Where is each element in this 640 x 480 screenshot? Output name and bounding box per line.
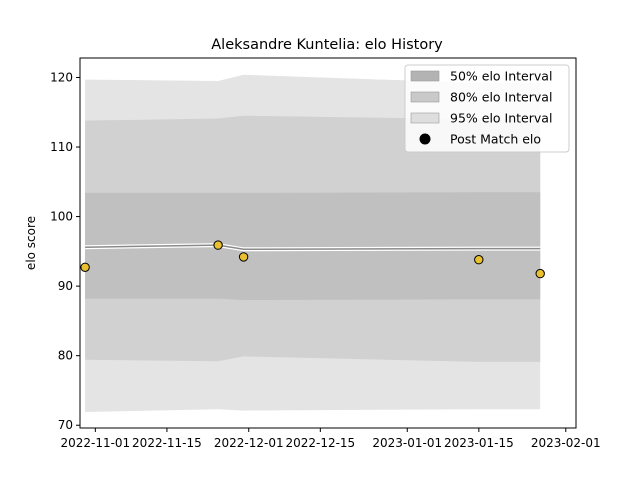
x-tick-label: 2022-12-01 [214,436,284,450]
legend: 50% elo Interval 80% elo Interval 95% elo … [404,64,570,153]
post-match-point [213,240,223,250]
y-axis: 70 80 90 100 110 120 [50,70,80,432]
y-tick-label: 70 [58,418,73,432]
x-tick-label: 2022-12-15 [285,436,355,450]
legend-label-3: Post Match elo [450,132,541,147]
y-axis-label: elo score [24,216,38,270]
x-tick-label: 2023-02-01 [531,436,601,450]
x-axis: 2022-11-01 2022-11-15 2022-12-01 2022-12-15… [60,428,601,450]
legend-swatch-1 [410,91,440,103]
x-tick-label: 2022-11-15 [132,436,202,450]
x-tick-label: 2023-01-15 [444,436,514,450]
mean-line [85,244,541,251]
legend-swatch-0 [410,70,440,82]
plot-area [80,74,545,412]
legend-swatch-2 [410,112,440,124]
chart-title: Aleksandre Kuntelia: elo History [211,37,443,53]
axes-frame [79,57,577,429]
x-tick-label: 2023-01-01 [372,436,442,450]
legend-label-1: 80% elo Interval [450,90,552,105]
y-tick-label: 110 [50,140,73,154]
post-match-point [474,255,484,265]
x-tick-label: 2022-11-01 [60,436,130,450]
post-match-point [80,262,90,272]
y-tick-label: 100 [50,210,73,224]
legend-box [404,64,570,153]
post-match-point [535,268,545,279]
legend-marker-post-match [419,133,431,145]
y-tick-label: 80 [58,349,73,363]
y-tick-label: 90 [58,279,73,293]
legend-label-2: 95% elo Interval [450,111,552,126]
interval-band-2 [85,192,541,300]
legend-label-0: 50% elo Interval [450,69,552,84]
post-match-point [238,252,249,262]
y-tick-label: 120 [50,70,73,84]
